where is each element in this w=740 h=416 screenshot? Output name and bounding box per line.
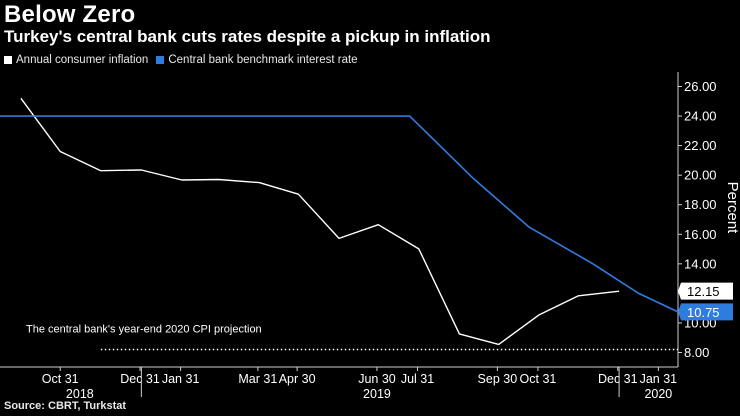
- legend-item-rate: Central bank benchmark interest rate: [156, 54, 358, 66]
- y-tick-label: 8.00: [684, 345, 709, 360]
- interest-rate-line: [0, 115, 679, 313]
- y-tick-label: 20.00: [684, 168, 717, 183]
- x-tick-label: Jan 31: [162, 372, 200, 386]
- y-tick-label: 22.00: [684, 138, 717, 153]
- inflation-end-label: 12.15: [687, 284, 720, 299]
- x-year-label: 2018: [66, 387, 94, 401]
- y-axis-title: Percent: [724, 182, 740, 235]
- y-tick-label: 18.00: [684, 197, 717, 212]
- x-year-label: 2020: [644, 387, 672, 401]
- cpi-projection-annotation: The central bank's year-end 2020 CPI pro…: [26, 324, 262, 336]
- x-tick-label: Oct 31: [42, 372, 79, 386]
- legend-label-inflation: Annual consumer inflation: [16, 54, 149, 66]
- x-tick-label: Jun 30: [358, 372, 396, 386]
- x-tick-label: Jul 31: [401, 372, 434, 386]
- x-tick-label: Dec 31: [120, 372, 160, 386]
- rate-end-label-box: [678, 303, 733, 321]
- legend-swatch-rate: [156, 56, 165, 64]
- legend-label-rate: Central bank benchmark interest rate: [168, 54, 358, 66]
- y-tick-label: 14.00: [684, 256, 717, 271]
- x-tick-label: Jan 31: [640, 372, 678, 386]
- legend-item-inflation: Annual consumer inflation: [4, 54, 148, 66]
- source-note: Source: CBRT, Turkstat: [4, 400, 127, 412]
- chart-legend: Annual consumer inflation Central bank b…: [4, 54, 366, 66]
- y-tick-label: 24.00: [684, 109, 717, 124]
- inflation-line: [20, 97, 620, 346]
- chart-title: Below Zero: [4, 1, 136, 28]
- x-year-label: 2019: [363, 387, 391, 401]
- x-tick-label: Apr 30: [279, 372, 316, 386]
- y-tick-label: 26.00: [684, 79, 717, 94]
- x-tick-label: Dec 31: [598, 372, 638, 386]
- x-tick-label: Mar 31: [238, 372, 277, 386]
- rate-end-label: 10.75: [687, 305, 720, 320]
- y-tick-label: 16.00: [684, 227, 717, 242]
- x-tick-label: Sep 30: [478, 372, 518, 386]
- legend-swatch-inflation: [4, 56, 12, 64]
- x-tick-label: Oct 31: [520, 372, 557, 386]
- chart-subtitle: Turkey's central bank cuts rates despite…: [4, 27, 491, 46]
- inflation-end-label-box: [678, 282, 733, 300]
